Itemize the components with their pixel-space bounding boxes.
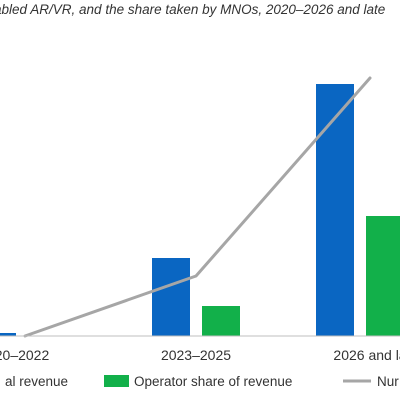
category-labels: 20–2022 2023–2025 2026 and la [0,347,400,363]
chart-title: abled AR/VR, and the share taken by MNOs… [0,2,386,17]
category-label-1: 20–2022 [0,347,49,363]
legend-label-2: Operator share of revenue [134,374,292,389]
category-label-2: 2023–2025 [161,347,231,363]
bar-operator-share-2 [202,306,240,336]
bar-operator-share-3 [366,216,400,336]
legend: al revenue Operator share of revenue Nur [5,374,399,389]
legend-label-3: Nur [377,374,399,389]
bar-total-revenue-2 [152,258,190,336]
legend-swatch-2 [104,375,129,387]
bar-total-revenue-1 [0,333,16,336]
legend-label-1: al revenue [5,374,68,389]
plot-area [0,76,400,338]
bar-total-revenue-3 [316,84,354,336]
line-series-1 [23,76,372,338]
category-label-3: 2026 and la [333,347,400,363]
